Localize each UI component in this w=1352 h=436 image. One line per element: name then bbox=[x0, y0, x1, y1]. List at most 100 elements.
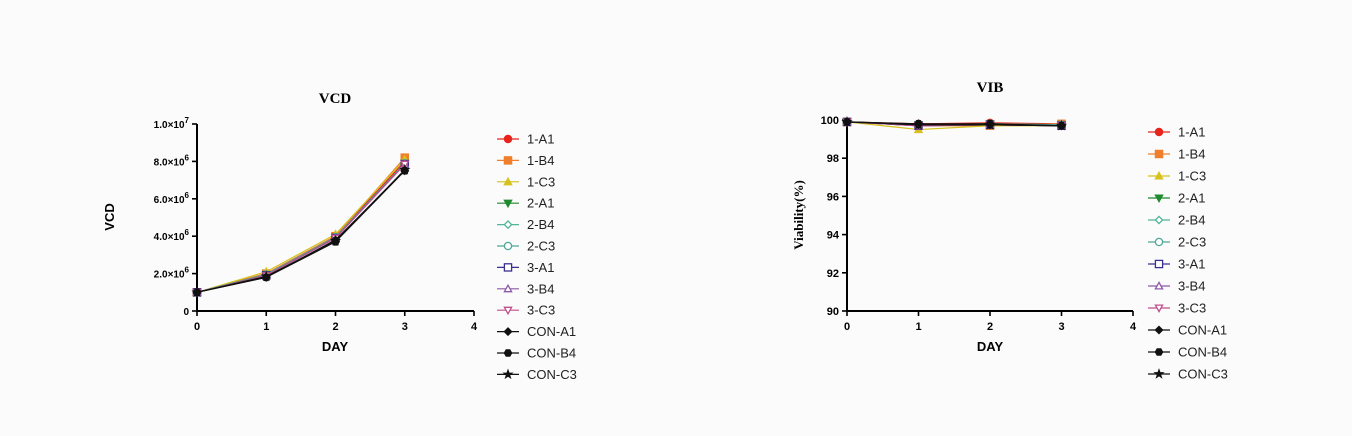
vib-series-line-con-c3 bbox=[846, 121, 1062, 127]
vcd-series-2-c3 bbox=[192, 159, 409, 297]
vib-legend-marker-1-b4 bbox=[1154, 149, 1164, 159]
vib-legend-label: CON-C3 bbox=[1178, 367, 1228, 382]
vcd-legend: 1-A1 1-B4 1-C3 2-A1 2-B4 2-C3 3-A1 3-B4 3-C3 CON-… bbox=[497, 132, 577, 382]
vcd-legend-marker-2-b4 bbox=[503, 220, 513, 230]
vib-series-con-c3 bbox=[841, 116, 1068, 131]
vcd-legend-label: 1-B4 bbox=[527, 153, 554, 168]
vib-legend-item-2-a1: 2-A1 bbox=[1148, 191, 1205, 206]
vib-legend-label: CON-B4 bbox=[1178, 345, 1227, 360]
vcd-legend-marker-3-a1 bbox=[503, 263, 513, 272]
vcd-series-con-c3 bbox=[191, 163, 411, 298]
vcd-y-tick-label: 1.0×107 bbox=[154, 116, 190, 131]
vib-y-tick-label: 90 bbox=[827, 306, 839, 318]
vcd-legend-label: 2-B4 bbox=[527, 217, 554, 232]
vcd-series-line-3-a1 bbox=[196, 163, 406, 293]
vib-y-tick-label: 96 bbox=[827, 191, 839, 203]
vib-legend-item-2-c3: 2-C3 bbox=[1148, 235, 1206, 250]
vib-legend-item-3-c3: 3-C3 bbox=[1148, 301, 1206, 316]
vib-x-ticks: 0 1 2 3 4 bbox=[844, 311, 1137, 333]
vib-legend-marker-3-c3 bbox=[1154, 304, 1164, 313]
vcd-legend-marker-1-c3 bbox=[503, 176, 513, 186]
vib-x-axis-title: DAY bbox=[977, 339, 1004, 354]
vib-legend-item-con-a1: CON-A1 bbox=[1148, 323, 1227, 338]
vib-legend-label: CON-A1 bbox=[1178, 323, 1227, 338]
vib-legend-item-con-b4: CON-B4 bbox=[1148, 345, 1227, 360]
vib-legend-marker-2-a1 bbox=[1154, 194, 1164, 203]
vcd-series-line-1-b4 bbox=[196, 157, 406, 293]
vcd-legend-marker-1-a1 bbox=[503, 134, 513, 144]
vib-chart-title: VIB bbox=[977, 80, 1004, 96]
vcd-x-tick-label: 0 bbox=[194, 321, 200, 333]
vcd-data-point-con-c3 bbox=[329, 234, 342, 246]
vcd-legend-marker-con-c3 bbox=[502, 368, 514, 380]
vib-legend-marker-1-c3 bbox=[1154, 171, 1164, 180]
vib-legend-label: 1-A1 bbox=[1178, 125, 1205, 140]
vcd-y-axis-title: VCD bbox=[102, 203, 117, 230]
vcd-series-line-2-a1 bbox=[196, 162, 406, 293]
vib-data-point-con-c3 bbox=[912, 118, 925, 130]
vcd-series-line-3-b4 bbox=[196, 163, 406, 293]
vib-data-point-con-c3 bbox=[841, 116, 853, 127]
vcd-legend-label: CON-B4 bbox=[527, 346, 576, 361]
vcd-series-line-2-c3 bbox=[196, 162, 406, 293]
vcd-x-tick-label: 3 bbox=[402, 321, 408, 333]
vcd-legend-marker-2-c3 bbox=[503, 241, 513, 251]
vib-y-tick-label: 98 bbox=[827, 153, 839, 165]
vcd-legend-label: 2-C3 bbox=[527, 239, 555, 254]
vcd-legend-item-3-b4: 3-B4 bbox=[497, 281, 554, 296]
vib-plot-series bbox=[841, 116, 1068, 134]
vib-y-tick-label: 92 bbox=[827, 268, 839, 280]
vcd-series-line-con-c3 bbox=[196, 169, 406, 293]
vcd-legend-marker-1-b4 bbox=[503, 156, 513, 165]
vcd-legend-item-2-b4: 2-B4 bbox=[497, 217, 554, 232]
vib-legend-label: 2-C3 bbox=[1178, 235, 1206, 250]
vcd-y-tick-label: 8.0×106 bbox=[154, 153, 190, 168]
vcd-series-2-b4 bbox=[192, 158, 410, 297]
vcd-legend-item-2-a1: 2-A1 bbox=[497, 196, 554, 211]
vcd-legend-marker-con-b4 bbox=[503, 349, 513, 357]
vib-legend-item-1-a1: 1-A1 bbox=[1148, 125, 1205, 140]
vib-legend-item-3-b4: 3-B4 bbox=[1148, 279, 1205, 294]
vib-x-tick-label: 4 bbox=[1130, 321, 1137, 333]
vib-legend-label: 3-B4 bbox=[1178, 279, 1205, 294]
vib-y-tick-label: 94 bbox=[827, 230, 840, 242]
vcd-series-line-1-a1 bbox=[196, 160, 406, 293]
vcd-legend-label: 2-A1 bbox=[527, 196, 554, 211]
vcd-y-tick-label: 4.0×106 bbox=[154, 228, 190, 243]
vcd-legend-item-con-a1: CON-A1 bbox=[497, 324, 576, 339]
vcd-series-line-1-c3 bbox=[196, 159, 406, 293]
vcd-legend-label: 1-A1 bbox=[527, 132, 554, 147]
vcd-legend-label: 1-C3 bbox=[527, 174, 555, 189]
vib-legend-label: 1-C3 bbox=[1178, 169, 1206, 184]
vcd-legend-marker-2-a1 bbox=[503, 199, 513, 209]
vib-legend-marker-3-a1 bbox=[1154, 259, 1164, 269]
vcd-legend-item-3-c3: 3-C3 bbox=[497, 303, 555, 318]
vcd-legend-marker-3-b4 bbox=[503, 283, 513, 293]
vib-legend-marker-2-c3 bbox=[1154, 237, 1164, 247]
vcd-plot-series bbox=[191, 153, 411, 298]
vcd-y-tick-label: 6.0×106 bbox=[154, 191, 190, 206]
vib-legend-marker-con-a1 bbox=[1154, 325, 1164, 335]
vcd-legend-item-1-a1: 1-A1 bbox=[497, 132, 554, 147]
vcd-legend-item-2-c3: 2-C3 bbox=[497, 239, 555, 254]
vib-x-tick-label: 3 bbox=[1058, 321, 1064, 333]
vib-y-ticks: 90 92 94 96 98 100 bbox=[821, 115, 847, 318]
vib-data-point-con-c3 bbox=[1055, 119, 1068, 131]
vcd-data-point-con-c3 bbox=[191, 286, 203, 298]
vcd-x-tick-label: 1 bbox=[263, 321, 269, 333]
vcd-chart-title: VCD bbox=[319, 91, 352, 107]
vib-legend-label: 3-A1 bbox=[1178, 257, 1205, 272]
vib-legend-label: 1-B4 bbox=[1178, 147, 1205, 162]
vcd-data-point-con-c3 bbox=[260, 270, 272, 282]
vcd-legend-label: 3-B4 bbox=[527, 281, 554, 296]
vcd-legend-item-3-a1: 3-A1 bbox=[497, 260, 554, 275]
vib-legend-marker-1-a1 bbox=[1154, 127, 1164, 137]
vcd-x-tick-label: 2 bbox=[332, 321, 338, 333]
vib-y-tick-label: 100 bbox=[821, 115, 839, 127]
vib-legend-item-3-a1: 3-A1 bbox=[1148, 257, 1205, 272]
vib-legend-item-con-c3: CON-C3 bbox=[1148, 367, 1228, 382]
vcd-x-ticks: 0 1 2 3 4 bbox=[194, 311, 478, 333]
vib-legend-marker-2-b4 bbox=[1154, 215, 1164, 225]
vcd-series-1-a1 bbox=[192, 157, 409, 297]
